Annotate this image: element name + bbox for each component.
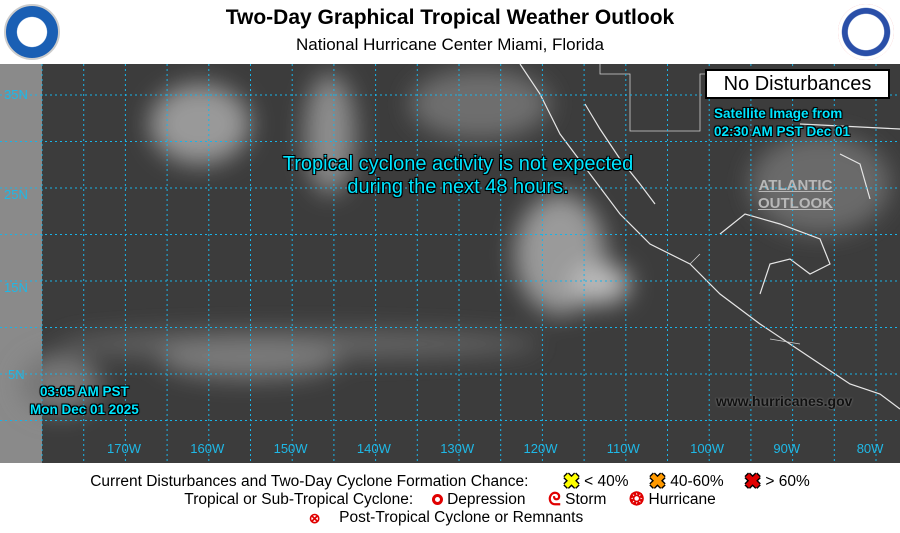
noaa-logo bbox=[4, 4, 60, 60]
coastline bbox=[519, 64, 900, 410]
lat-lon-grid bbox=[0, 64, 900, 463]
satellite-map: No Disturbances Satellite Image from 02:… bbox=[0, 64, 900, 463]
header: Two-Day Graphical Tropical Weather Outlo… bbox=[0, 0, 900, 64]
message-line2: during the next 48 hours. bbox=[347, 176, 569, 198]
page-subtitle: National Hurricane Center Miami, Florida bbox=[295, 35, 604, 54]
storm-label: Storm bbox=[565, 490, 607, 508]
status-box: No Disturbances bbox=[705, 69, 890, 99]
lon-label: 150W bbox=[273, 441, 308, 456]
post-tropical-label: Post-Tropical Cyclone or Remnants bbox=[339, 509, 584, 526]
legend-row-cyclone: Tropical or Sub-Tropical Cyclone: Depres… bbox=[0, 489, 900, 510]
post-tropical-icon: ⊗ bbox=[308, 509, 321, 526]
depression-icon bbox=[431, 494, 443, 505]
satellite-line1: Satellite Image from bbox=[714, 106, 843, 121]
atlantic-line1: ATLANTIC bbox=[758, 177, 833, 194]
storm-icon: ᘓ bbox=[548, 489, 561, 509]
lat-label: 35N bbox=[4, 87, 28, 102]
lon-label: 140W bbox=[356, 441, 391, 456]
website-text: www.hurricanes.gov bbox=[716, 393, 853, 409]
issued-time: 03:05 AM PST bbox=[40, 384, 129, 399]
lon-label: 100W bbox=[690, 441, 725, 456]
atlantic-outlook-link[interactable]: ATLANTIC OUTLOOK bbox=[758, 177, 833, 213]
lon-label: 170W bbox=[107, 441, 141, 456]
lon-label: 80W bbox=[856, 441, 884, 456]
cyclone-label: Tropical or Sub-Tropical Cyclone: bbox=[184, 490, 414, 508]
hurricane-icon: ❂ bbox=[629, 489, 645, 509]
medium-chance-x-icon: ✖ bbox=[649, 471, 666, 493]
nws-logo bbox=[838, 4, 894, 60]
hurricane-label: Hurricane bbox=[648, 490, 716, 508]
borders bbox=[599, 64, 801, 345]
medium-chance-label: 40-60% bbox=[670, 472, 724, 490]
lon-label: 130W bbox=[440, 441, 475, 456]
satellite-line2: 02:30 AM PST Dec 01 bbox=[714, 124, 851, 139]
lon-label: 160W bbox=[190, 441, 225, 456]
high-chance-label: > 60% bbox=[765, 472, 810, 490]
atlantic-line2: OUTLOOK bbox=[758, 195, 833, 212]
map-graphics bbox=[0, 64, 900, 463]
lon-label: 90W bbox=[773, 441, 801, 456]
message-line1: Tropical cyclone activity is not expecte… bbox=[282, 153, 634, 175]
lon-label: 120W bbox=[523, 441, 558, 456]
lat-label: 5N bbox=[8, 367, 25, 382]
issued-date: Mon Dec 01 2025 bbox=[30, 402, 139, 417]
legend-row-post-tropical: ⊗ Post-Tropical Cyclone or Remnants bbox=[0, 509, 896, 527]
legend-row-formation: Current Disturbances and Two-Day Cyclone… bbox=[0, 469, 900, 494]
lat-label: 25N bbox=[4, 187, 28, 202]
depression-label: Depression bbox=[447, 490, 526, 508]
lon-label: 110W bbox=[606, 441, 640, 456]
formation-label: Current Disturbances and Two-Day Cyclone… bbox=[90, 472, 529, 490]
page-title: Two-Day Graphical Tropical Weather Outlo… bbox=[225, 6, 675, 29]
low-chance-x-icon: ✖ bbox=[563, 471, 580, 493]
lat-label: 15N bbox=[4, 280, 28, 295]
high-chance-x-icon: ✖ bbox=[744, 471, 762, 493]
low-chance-label: < 40% bbox=[584, 472, 629, 490]
